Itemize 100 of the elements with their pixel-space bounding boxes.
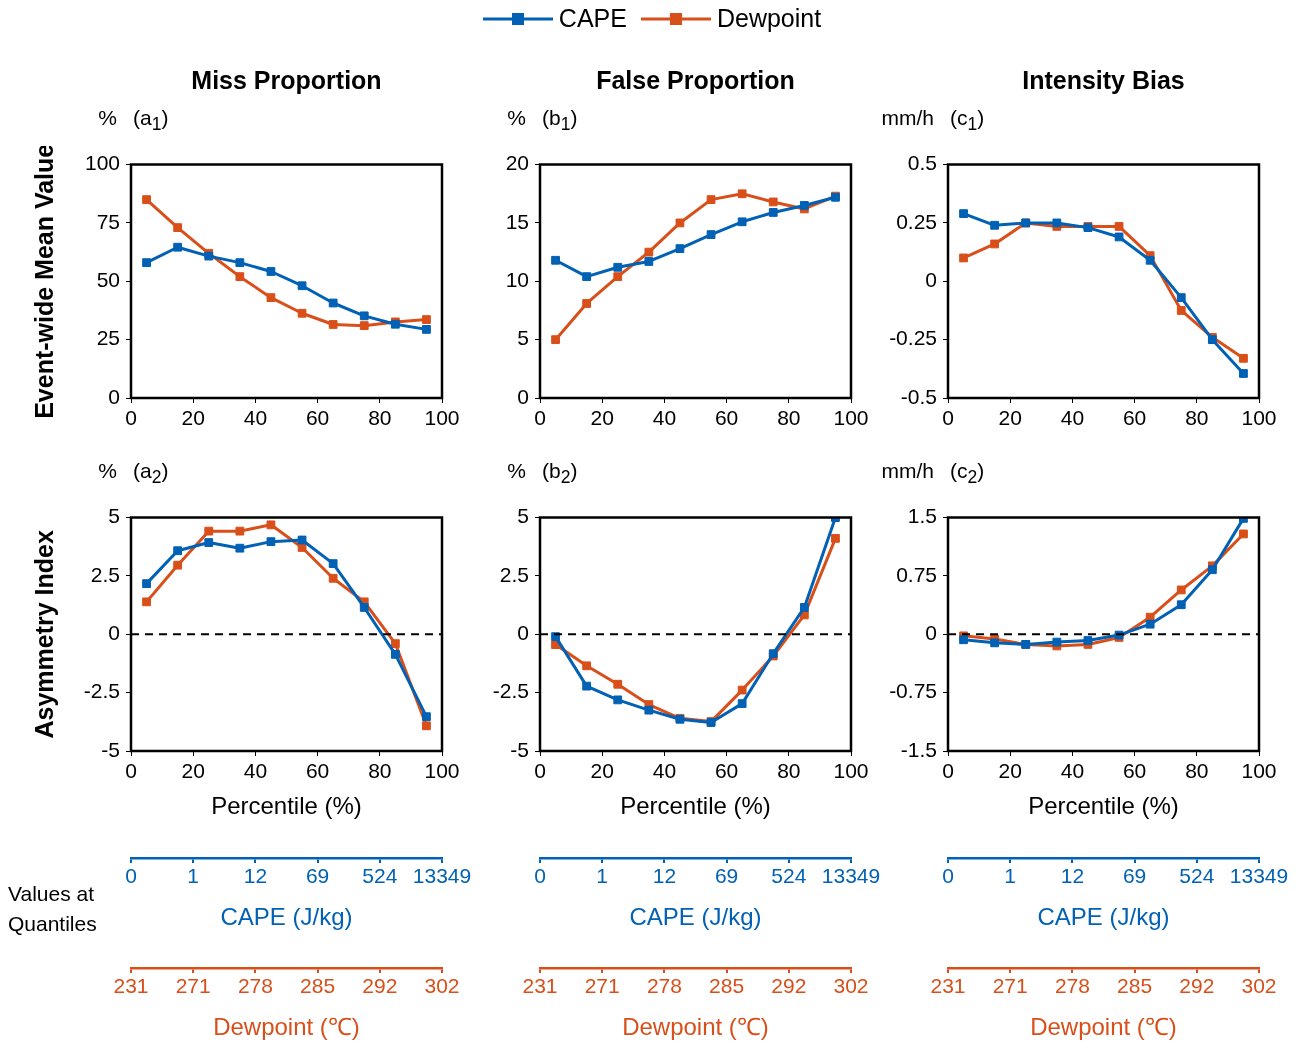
text: % (507, 459, 526, 483)
x-tick-label: 40 (1060, 406, 1085, 430)
y-tick-label: 100 (84, 151, 120, 175)
x-tick-label: 20 (181, 406, 205, 430)
text: % (98, 459, 117, 483)
category-label: 278 (1054, 974, 1090, 998)
x-tick-label: 60 (305, 759, 330, 783)
x-tick-label: 20 (181, 759, 205, 783)
y-tick-label: -1.5 (900, 737, 937, 761)
text: CAPE (J/kg) (629, 903, 762, 931)
y-tick-label: -0.25 (889, 326, 937, 350)
category-label: 302 (1241, 974, 1277, 998)
x-tick-label: 80 (368, 759, 392, 783)
category-label: 292 (362, 974, 398, 998)
y-tick-label: 5 (108, 504, 120, 528)
category-label: 271 (175, 974, 211, 998)
text: CAPE (J/kg) (220, 903, 353, 931)
x-tick-label: 60 (305, 406, 330, 430)
y-tick-label: 25 (96, 326, 120, 350)
y-tick-label: 10 (505, 268, 529, 292)
x-tick-label: 0 (534, 759, 546, 783)
x-tick-label: 40 (243, 759, 268, 783)
text: (a$_{2}$) (133, 459, 169, 489)
legend-label: Dewpoint (716, 4, 822, 33)
y-tick-label: -0.75 (889, 679, 937, 703)
y-axis-title: Asymmetry Index (29, 530, 58, 739)
text: % (98, 106, 117, 130)
x-axis-title: Percentile (%) (620, 792, 771, 820)
category-label: 292 (1179, 974, 1215, 998)
text: Dewpoint (℃) (622, 1013, 769, 1041)
category-label: 231 (522, 974, 558, 998)
category-label: 285 (1117, 974, 1153, 998)
x-tick-label: 0 (534, 406, 546, 430)
y-tick-label: 0 (925, 621, 937, 645)
chart-title: Miss Proportion (190, 66, 383, 95)
x-tick-label: 80 (777, 759, 801, 783)
y-tick-label: 50 (96, 268, 120, 292)
category-label: 13349 (1229, 864, 1289, 888)
x-tick-label: 100 (1241, 406, 1277, 430)
category-label: 12 (1060, 864, 1085, 888)
category-label: 271 (584, 974, 620, 998)
y-tick-label: 75 (96, 209, 120, 233)
chart-title: Intensity Bias (1021, 66, 1186, 95)
x-tick-label: 20 (590, 759, 614, 783)
y-tick-label: 0 (517, 621, 529, 645)
x-tick-label: 40 (1060, 759, 1085, 783)
category-label: 524 (1179, 864, 1215, 888)
x-tick-label: 60 (714, 759, 739, 783)
category-label: 278 (646, 974, 682, 998)
category-label: 285 (709, 974, 745, 998)
text: mm/h (881, 106, 934, 130)
category-label: 292 (771, 974, 807, 998)
category-label: 271 (992, 974, 1028, 998)
x-tick-label: 100 (1241, 759, 1277, 783)
category-label: 0 (125, 864, 137, 888)
text: (b$_{1}$) (542, 106, 578, 136)
x-tick-label: 100 (833, 759, 869, 783)
y-tick-label: 5 (517, 326, 529, 350)
text: mm/h (881, 459, 934, 483)
category-label: 13349 (412, 864, 472, 888)
x-tick-label: 80 (777, 406, 801, 430)
x-tick-label: 20 (590, 406, 614, 430)
category-label: 12 (652, 864, 677, 888)
category-label: 1 (596, 864, 609, 888)
y-tick-label: -2.5 (83, 679, 120, 703)
y-tick-label: 2.5 (90, 562, 120, 586)
category-label: 524 (771, 864, 807, 888)
y-tick-label: 0.75 (896, 562, 937, 586)
x-tick-label: 40 (652, 406, 677, 430)
chart-title: False Proportion (595, 66, 796, 95)
x-tick-label: 80 (1185, 406, 1209, 430)
y-tick-label: 0.25 (896, 209, 937, 233)
x-tick-label: 0 (125, 759, 137, 783)
x-tick-label: 100 (833, 406, 869, 430)
x-tick-label: 40 (652, 759, 677, 783)
text: Values at Quantiles (8, 881, 98, 937)
x-tick-label: 80 (368, 406, 392, 430)
y-tick-label: 0 (108, 384, 120, 408)
category-label: 285 (300, 974, 336, 998)
x-axis-title: Percentile (%) (211, 792, 362, 820)
x-tick-label: 60 (1122, 406, 1147, 430)
text: Dewpoint (℃) (213, 1013, 360, 1041)
category-label: 0 (534, 864, 546, 888)
x-tick-label: 0 (942, 406, 954, 430)
text: (c$_{1}$) (950, 106, 985, 136)
text: Dewpoint (℃) (1030, 1013, 1177, 1041)
text: (b$_{2}$) (542, 459, 578, 489)
category-label: 69 (714, 864, 739, 888)
category-label: 302 (833, 974, 869, 998)
text: % (507, 106, 526, 130)
x-tick-label: 100 (424, 406, 460, 430)
x-axis-title: Percentile (%) (1028, 792, 1179, 820)
x-tick-label: 0 (942, 759, 954, 783)
text: CAPE (J/kg) (1037, 903, 1170, 931)
y-tick-label: -2.5 (492, 679, 529, 703)
y-tick-label: -5 (101, 737, 120, 761)
category-label: 231 (930, 974, 966, 998)
text: (a$_{1}$) (133, 106, 169, 136)
category-label: 524 (362, 864, 398, 888)
x-tick-label: 60 (1122, 759, 1147, 783)
